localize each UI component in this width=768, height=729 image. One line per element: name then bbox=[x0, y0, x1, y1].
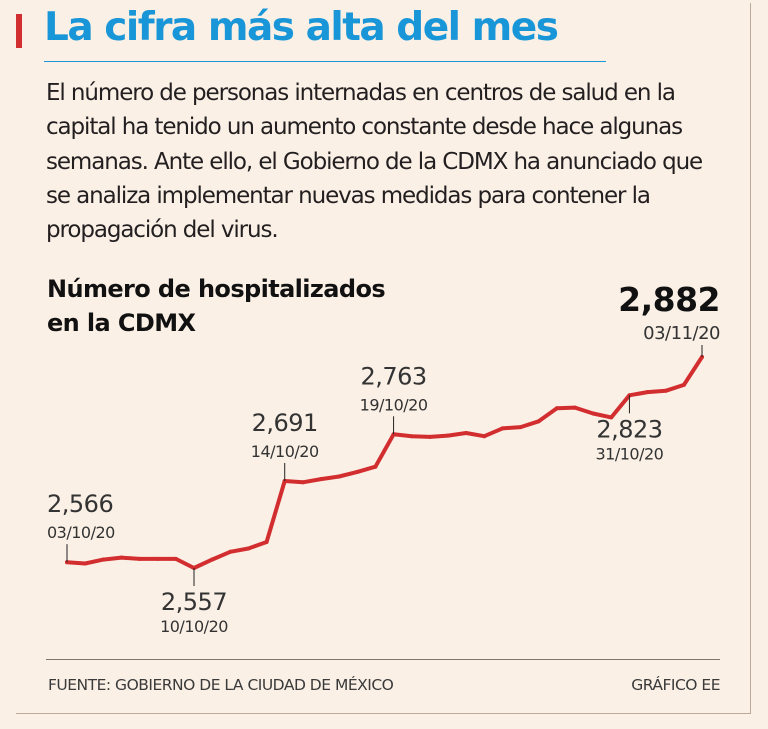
data-point bbox=[681, 382, 686, 387]
data-point bbox=[246, 546, 251, 551]
data-point bbox=[609, 415, 614, 420]
data-point bbox=[446, 433, 450, 438]
data-point bbox=[373, 464, 378, 469]
annotation-value: 2,763 bbox=[360, 362, 426, 390]
title-accent-bar bbox=[16, 14, 22, 48]
annotation-date: 03/11/20 bbox=[643, 323, 720, 344]
data-point bbox=[645, 390, 650, 395]
data-point bbox=[554, 406, 559, 411]
data-point bbox=[300, 480, 305, 485]
annotation-date: 10/10/20 bbox=[160, 617, 228, 636]
annotation-date: 19/10/20 bbox=[360, 395, 428, 414]
chart-title-line-1: Número de hospitalizados bbox=[47, 275, 386, 303]
annotation-value: 2,823 bbox=[596, 415, 662, 443]
data-point bbox=[228, 549, 233, 554]
data-point bbox=[137, 556, 142, 561]
data-point bbox=[119, 555, 124, 560]
data-point bbox=[83, 561, 88, 566]
data-point bbox=[427, 434, 432, 439]
data-point bbox=[591, 411, 596, 416]
data-point bbox=[155, 556, 160, 561]
intro-paragraph: El número de personas internadas en cent… bbox=[46, 80, 703, 244]
data-point bbox=[482, 434, 487, 439]
annotation-date: 03/10/20 bbox=[47, 523, 115, 542]
data-point bbox=[573, 405, 577, 410]
data-point bbox=[663, 388, 668, 393]
data-point bbox=[536, 419, 541, 424]
data-point bbox=[355, 469, 360, 474]
annotation-date: 14/10/20 bbox=[251, 442, 319, 461]
series-line bbox=[65, 355, 704, 570]
data-point bbox=[264, 540, 269, 545]
data-point bbox=[337, 474, 342, 479]
data-point bbox=[101, 557, 106, 562]
data-point bbox=[464, 430, 469, 435]
data-point bbox=[409, 434, 414, 439]
infographic-frame bbox=[16, 3, 751, 714]
annotation-value: 2,566 bbox=[47, 490, 113, 518]
data-point bbox=[173, 556, 178, 561]
chart-title-line-2: en la CDMX bbox=[47, 309, 196, 337]
series-points bbox=[65, 355, 704, 570]
annotation-value: 2,691 bbox=[252, 409, 318, 437]
annotation-date: 31/10/20 bbox=[595, 444, 663, 463]
data-point bbox=[319, 477, 323, 482]
graphic-credit: GRÁFICO EE bbox=[631, 676, 720, 694]
chart-title: Número de hospitalizados en la CDMX bbox=[47, 272, 386, 340]
data-point bbox=[500, 426, 505, 431]
footer-divider bbox=[46, 659, 720, 660]
title-divider bbox=[44, 61, 606, 62]
annotation-value: 2,882 bbox=[618, 280, 720, 319]
data-point bbox=[518, 425, 523, 430]
page-title: La cifra más alta del mes bbox=[44, 5, 559, 50]
data-point bbox=[210, 557, 215, 562]
annotation-value: 2,557 bbox=[161, 588, 227, 616]
source-credit: FUENTE: GOBIERNO DE LA CIUDAD DE MÉXICO bbox=[48, 676, 394, 694]
